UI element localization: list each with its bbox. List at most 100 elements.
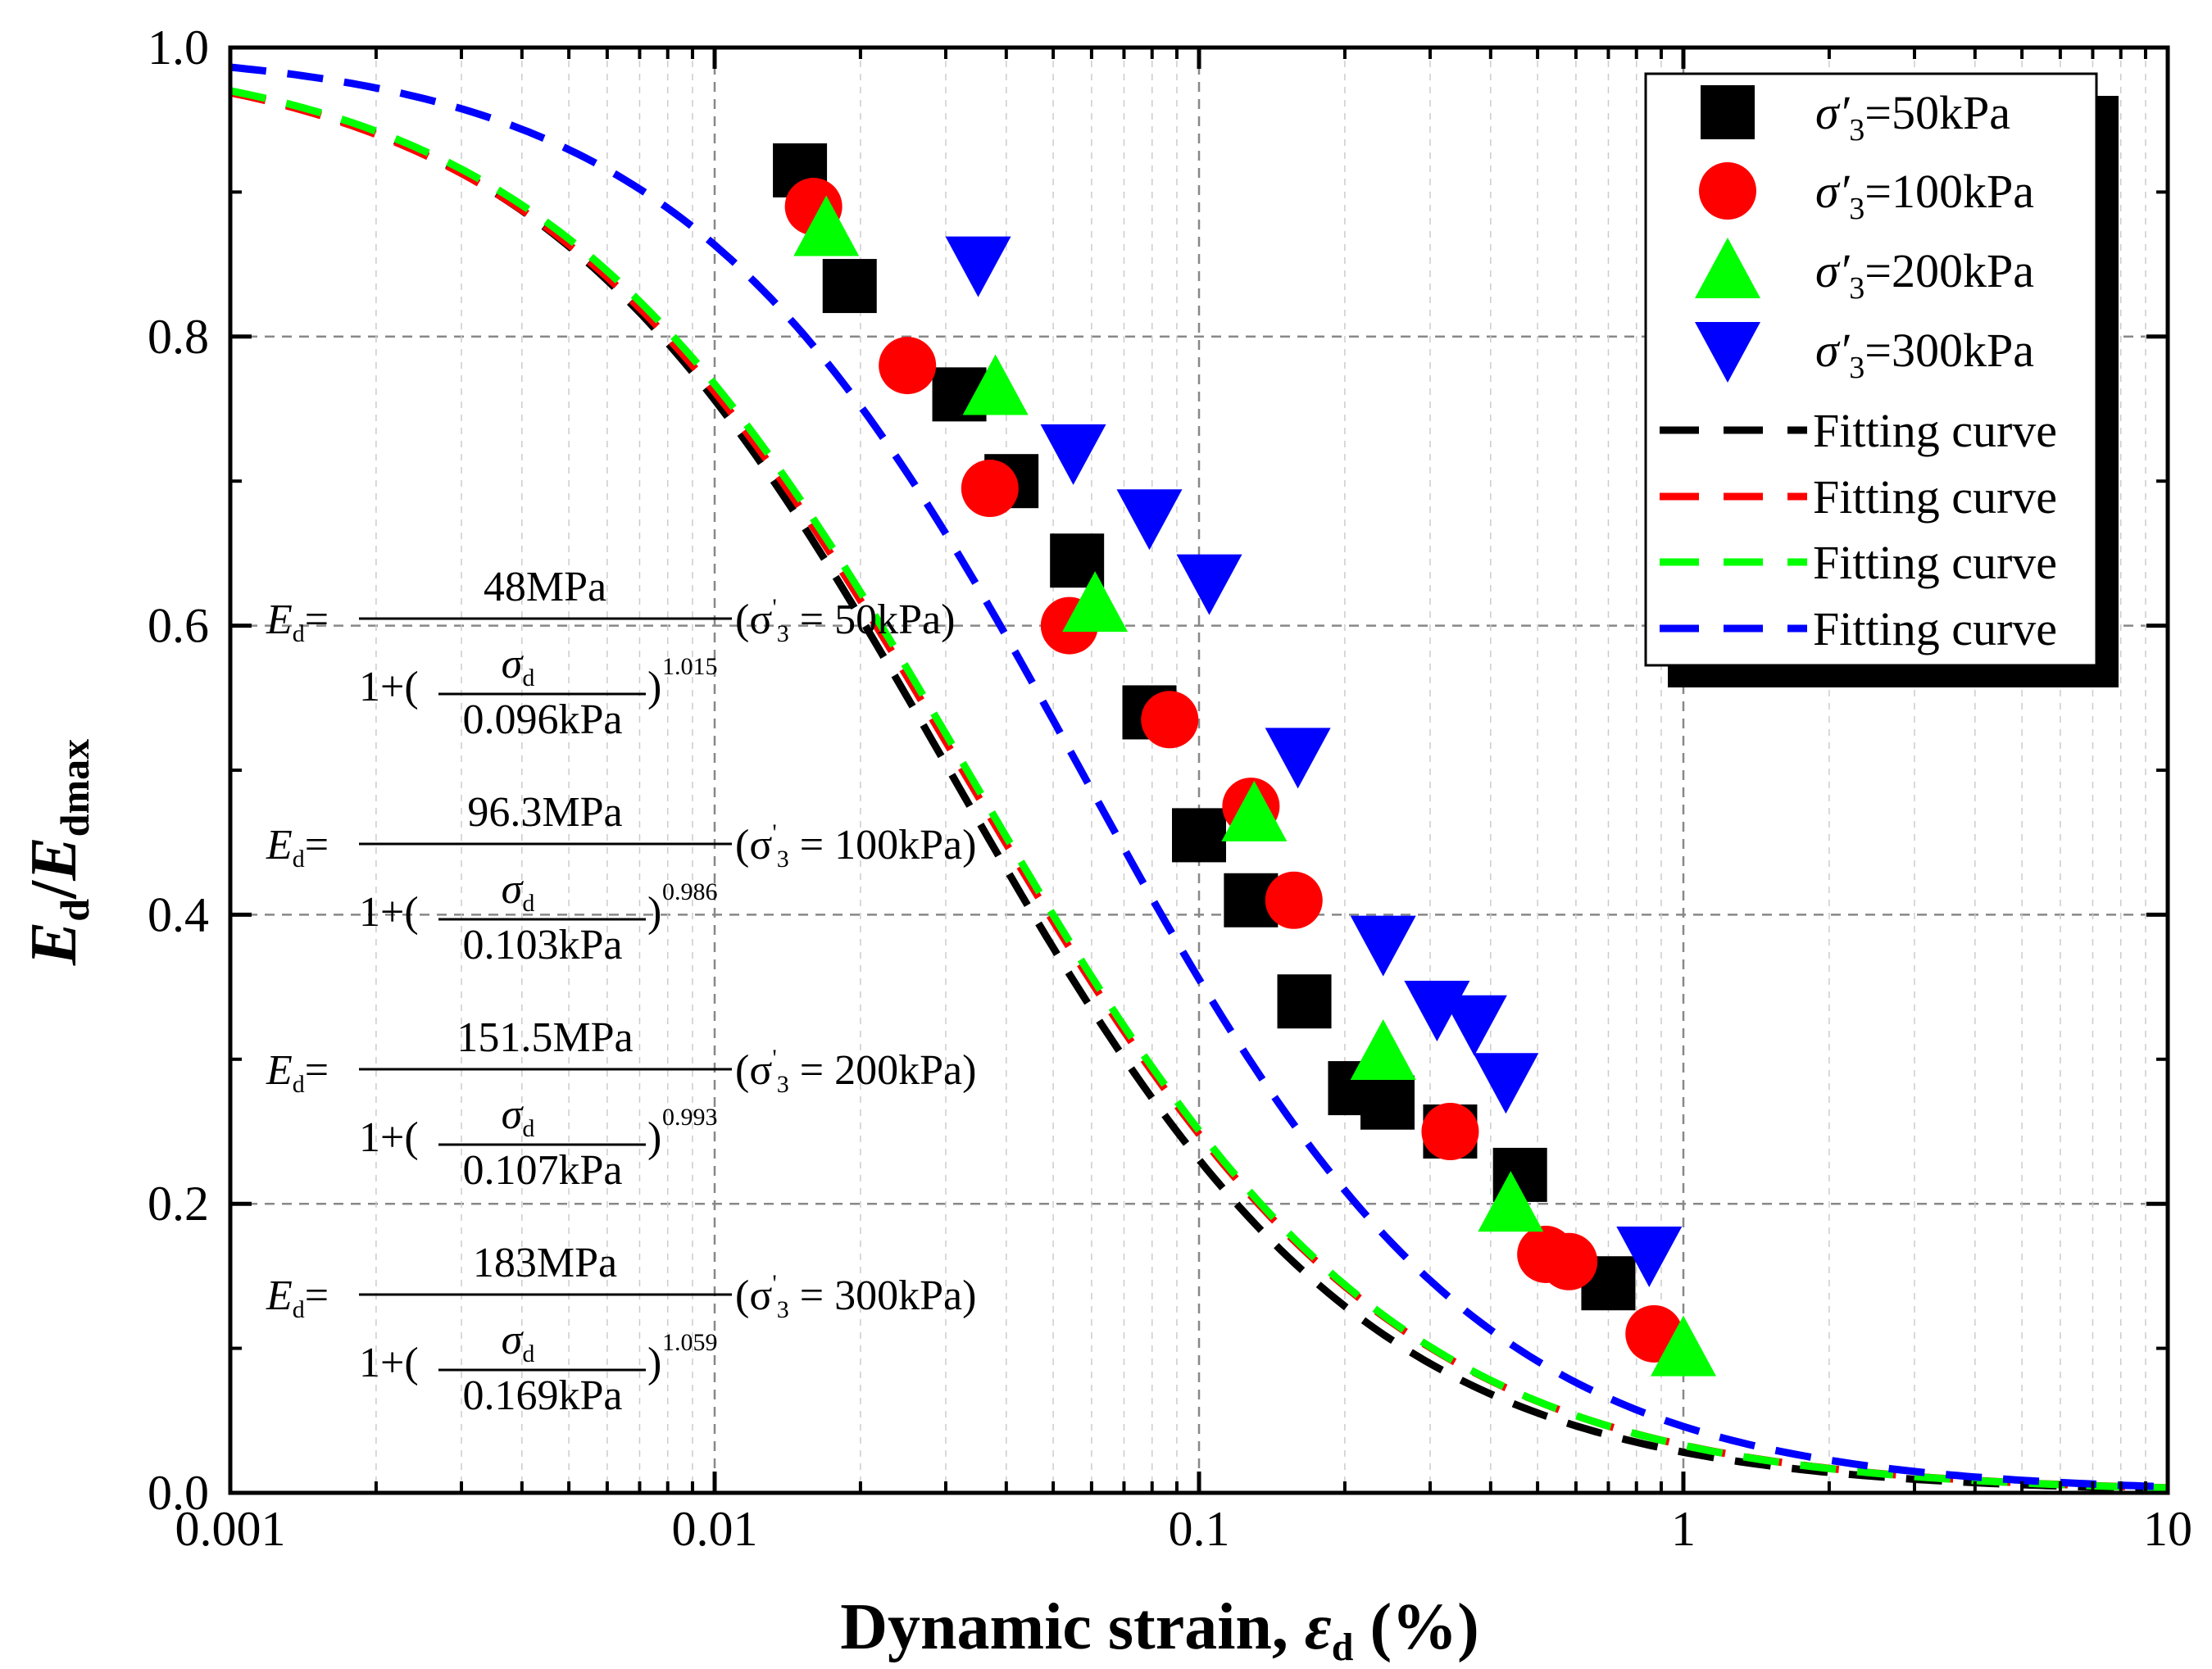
equation-cond-prime: ' <box>772 1045 776 1072</box>
data-point <box>1651 1315 1716 1376</box>
legend-label: σ′3=100kPa <box>1815 165 2034 226</box>
equation-cond-prime: ' <box>772 1270 776 1297</box>
legend-label-value: =50kPa <box>1865 86 2010 139</box>
equation-numerator: 151.5MPa <box>456 1014 633 1061</box>
equation-exponent: 1.015 <box>662 653 718 680</box>
equation-equals: = <box>305 822 329 869</box>
data-point <box>1062 571 1129 633</box>
equation-cond-value: = 100kPa) <box>789 822 977 869</box>
legend-label-sub: 3 <box>1849 113 1865 147</box>
legend-label-value: =200kPa <box>1865 244 2034 297</box>
equation-sigma: σ <box>502 1317 525 1363</box>
legend-fit-label: Fitting curve <box>1813 536 2057 589</box>
equation-cond-sub: 3 <box>777 620 789 647</box>
equation-sigma: σ <box>502 866 525 913</box>
equation-numerator: 183MPa <box>473 1240 617 1286</box>
equation-condition: (σ'3 = 200kPa) <box>735 1045 976 1098</box>
y-tick-label: 0.6 <box>148 599 209 653</box>
equation-inner-denominator: 0.103kPa <box>463 922 623 968</box>
equation-cond-sub: 3 <box>777 846 789 873</box>
x-tick-label: 0.01 <box>672 1502 758 1556</box>
y-tick-label: 0.0 <box>148 1466 209 1520</box>
y-axis-title-den: E <box>18 837 90 881</box>
equation-inner-denominator: 0.169kPa <box>463 1372 623 1419</box>
fit-curves <box>229 63 2169 1493</box>
equation-exponent: 0.993 <box>662 1104 718 1131</box>
data-point <box>1040 424 1106 485</box>
equation-sigma-sub: d <box>522 1115 534 1142</box>
equation-cond-value: = 200kPa) <box>789 1047 977 1094</box>
equation-inner-numerator: σd <box>502 1317 535 1367</box>
equation-exponent: 0.986 <box>662 878 718 905</box>
equation-denominator-open: 1+( <box>359 1114 419 1161</box>
y-tick-label: 1.0 <box>148 20 209 75</box>
equation-numerator: 48MPa <box>484 564 606 610</box>
equation-denominator-open: 1+( <box>359 664 419 710</box>
y-tick-labels: 0.0 0.2 0.4 0.6 0.8 1.0 <box>148 20 209 1520</box>
equation-equals: = <box>305 596 329 643</box>
data-point <box>1360 1075 1415 1130</box>
x-tick-labels: 0.001 0.01 0.1 1 10 <box>175 1502 2193 1556</box>
equation-inner-numerator: σd <box>502 1091 535 1142</box>
equation-lhs-sub: d <box>293 1296 305 1323</box>
equation-cond-value: = 50kPa) <box>789 596 956 643</box>
equation-close-paren: ) <box>647 664 661 710</box>
equation-lhs-symbol: E <box>266 596 293 643</box>
y-axis-title-slash: / <box>18 879 90 900</box>
tick-marks <box>228 45 2170 1495</box>
legend-label: σ′3=50kPa <box>1815 86 2010 147</box>
equation-cond-sub: 3 <box>777 1296 789 1323</box>
legend-marker <box>1701 85 1755 139</box>
x-axis-title-sub: d <box>1332 1626 1354 1669</box>
equation-cond-open: (σ <box>735 822 772 869</box>
equation-numerator: 96.3MPa <box>467 789 622 836</box>
fit-curve-line <box>229 88 2169 1492</box>
legend-marker <box>1695 322 1760 383</box>
data-point <box>1350 1018 1416 1080</box>
equation-lhs: Ed= <box>266 1272 329 1323</box>
legend-label-sub: 3 <box>1849 192 1865 226</box>
y-tick-label: 0.2 <box>148 1177 209 1231</box>
legend-fit-label: Fitting curve <box>1813 470 2057 524</box>
equation-condition: (σ'3 = 100kPa) <box>735 819 976 873</box>
legend-label-prefix: σ′ <box>1815 86 1851 139</box>
data-point <box>1540 1232 1598 1290</box>
x-tick-label: 0.001 <box>175 1502 286 1556</box>
equation-inner-denominator: 0.096kPa <box>463 696 623 743</box>
equation-cond-prime: ' <box>772 819 776 846</box>
equation-lhs-symbol: E <box>266 1272 293 1319</box>
y-axis-title: Ed/Edmax <box>18 739 98 966</box>
equation-close-paren: ) <box>647 889 661 936</box>
data-point <box>1616 1226 1683 1287</box>
data-point <box>1116 489 1183 551</box>
data-point <box>945 236 1011 297</box>
data-point <box>1172 808 1226 863</box>
data-point <box>1473 1053 1539 1114</box>
data-point <box>793 195 860 256</box>
x-axis-title: Dynamic strain, εd (%) <box>840 1591 1478 1669</box>
equation-equals: = <box>305 1047 329 1094</box>
data-point <box>1141 691 1199 749</box>
equation-lhs-sub: d <box>293 846 305 873</box>
data-markers <box>773 143 1716 1376</box>
data-point <box>879 337 937 395</box>
data-point <box>1221 780 1288 841</box>
equation-lhs: Ed= <box>266 596 329 647</box>
equation-inner-numerator: σd <box>502 641 535 692</box>
fit-curve-line <box>229 63 2169 1491</box>
equation-sigma-sub: d <box>522 664 534 692</box>
x-tick-label: 1 <box>1671 1502 1696 1556</box>
equation-cond-sub: 3 <box>777 1071 789 1098</box>
legend: σ′3=50kPaσ′3=100kPaσ′3=200kPaσ′3=300kPaF… <box>1644 72 2119 687</box>
equation-lhs-symbol: E <box>266 1047 293 1094</box>
data-point <box>962 354 1029 415</box>
x-axis-title-unit: (%) <box>1353 1591 1478 1663</box>
equation-cond-open: (σ <box>735 596 772 643</box>
legend-label-value: =100kPa <box>1865 165 2034 218</box>
equation-lhs: Ed= <box>266 822 329 873</box>
data-point <box>1421 1103 1479 1160</box>
legend-fit-label: Fitting curve <box>1813 602 2057 655</box>
